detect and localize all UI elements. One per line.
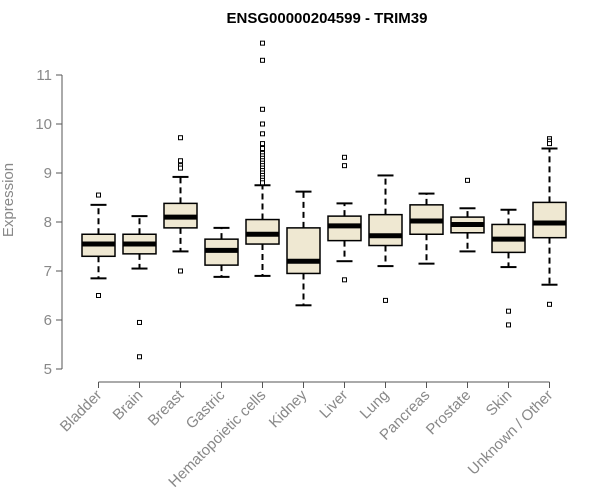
box-brain [122,215,157,360]
outlier-point [260,57,265,63]
box-gastric [204,226,239,278]
outlier-point [506,308,511,314]
y-tick-label: 9 [44,165,52,182]
x-tick-label: Lung [357,387,393,423]
y-tick-label: 5 [44,361,52,378]
box-bladder [81,192,116,298]
x-tick-label: Brain [110,387,147,424]
outlier-point [465,177,470,183]
x-tick-label: Breast [145,386,188,429]
box-skin [491,208,526,328]
outlier-point [178,135,183,141]
outlier-point [178,165,183,171]
box-iqr [368,213,403,247]
box-hematopoietic-cells [245,40,280,277]
y-axis: 5 6 7 8 9 10 11 [35,67,63,378]
outlier-point [96,192,101,198]
chart-title: ENSG00000204599 - TRIM39 [227,10,428,27]
outlier-point [506,322,511,328]
outlier-point [96,293,101,298]
outlier-point [383,297,388,303]
outlier-point [342,277,347,283]
x-tick-label: Kidney [266,386,311,431]
box-lung [368,174,403,303]
outlier-point [137,319,142,325]
outlier-point [178,268,183,274]
box-kidney [286,190,321,307]
outlier-point [547,141,552,147]
x-tick-label: Prostate [423,387,475,439]
y-tick-label: 6 [44,312,52,329]
outlier-point [178,158,183,164]
outlier-point [260,40,265,46]
outlier-point [260,131,265,137]
outlier-point [260,121,265,127]
y-tick-label: 10 [35,116,52,133]
outlier-point [260,180,265,186]
x-tick-label: Skin [483,387,516,420]
x-tick-label: Liver [316,387,351,422]
outlier-point [260,106,265,112]
box-prostate [450,177,485,253]
box-unknown-other [532,136,567,307]
box-iqr [286,227,321,275]
outlier-point [260,141,265,147]
box-series [81,40,567,360]
y-axis-label: Expression [0,163,17,237]
y-tick-label: 8 [44,214,52,231]
x-tick-label: Bladder [57,387,106,436]
y-tick-label: 7 [44,263,52,280]
y-tick-label: 11 [36,67,52,84]
outlier-point [547,301,552,307]
box-liver [327,154,362,283]
box-pancreas [409,192,444,265]
outlier-point [342,154,347,160]
outlier-point [342,163,347,169]
box-iqr [532,201,567,239]
outlier-point [260,146,265,151]
outlier-point [137,354,142,360]
box-breast [163,135,198,274]
